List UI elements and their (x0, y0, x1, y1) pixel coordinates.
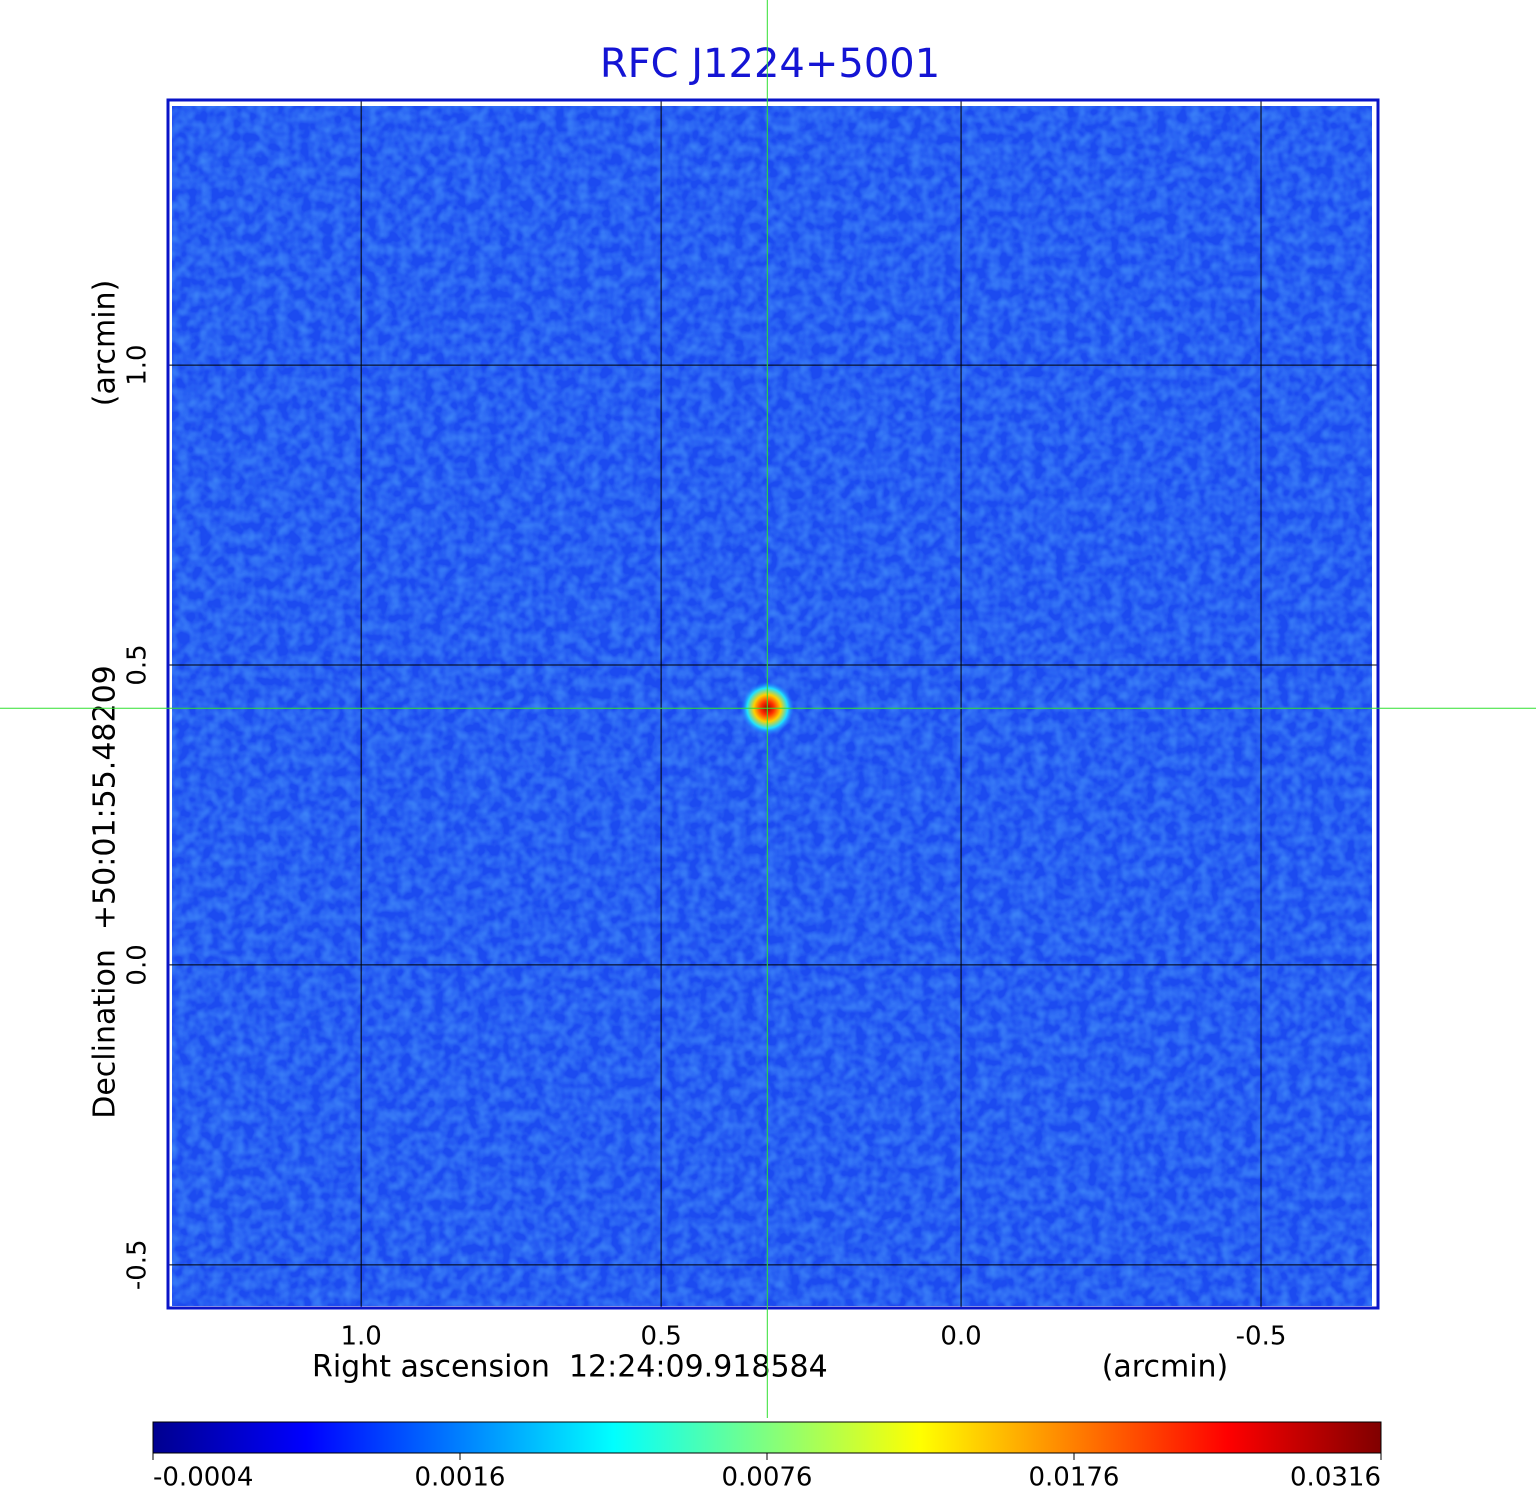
colorbar-tick-label: 0.0176 (1029, 1463, 1120, 1493)
y-tick-label: 1.0 (123, 344, 153, 385)
x-tick-label: 1.0 (340, 1322, 381, 1352)
colorbar-tick-label: 0.0016 (415, 1463, 506, 1493)
chart-title: RFC J1224+5001 (600, 41, 940, 87)
x-axis-label: Right ascension 12:24:09.918584 (312, 1350, 828, 1385)
plot-frame (166, 98, 1380, 1310)
x-axis-unit: (arcmin) (1102, 1350, 1229, 1385)
colorbar-tick-label: -0.0004 (153, 1463, 253, 1493)
colorbar-tick-label: 0.0316 (1290, 1463, 1381, 1493)
y-tick-label: 0.5 (123, 644, 153, 685)
x-tick-label: 0.0 (940, 1322, 981, 1352)
colorbar (152, 1421, 1382, 1454)
y-axis-unit: (arcmin) (88, 280, 123, 407)
y-tick-label: 0.0 (123, 944, 153, 985)
x-tick-label: -0.5 (1236, 1322, 1287, 1352)
colorbar-tick-label: 0.0076 (722, 1463, 813, 1493)
y-tick-label: -0.5 (123, 1239, 153, 1290)
x-tick-label: 0.5 (640, 1322, 681, 1352)
y-axis-label: Declination +50:01:55.48209 (88, 665, 123, 1119)
